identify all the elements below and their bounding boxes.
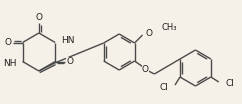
Text: O: O <box>145 28 152 38</box>
Text: O: O <box>67 57 74 66</box>
Text: NH: NH <box>3 59 17 68</box>
Text: HN: HN <box>61 36 75 45</box>
Text: Cl: Cl <box>226 79 234 89</box>
Text: O: O <box>35 14 42 22</box>
Text: CH₃: CH₃ <box>161 24 177 32</box>
Text: O: O <box>4 38 11 47</box>
Text: Cl: Cl <box>159 84 168 92</box>
Text: O: O <box>142 66 149 74</box>
